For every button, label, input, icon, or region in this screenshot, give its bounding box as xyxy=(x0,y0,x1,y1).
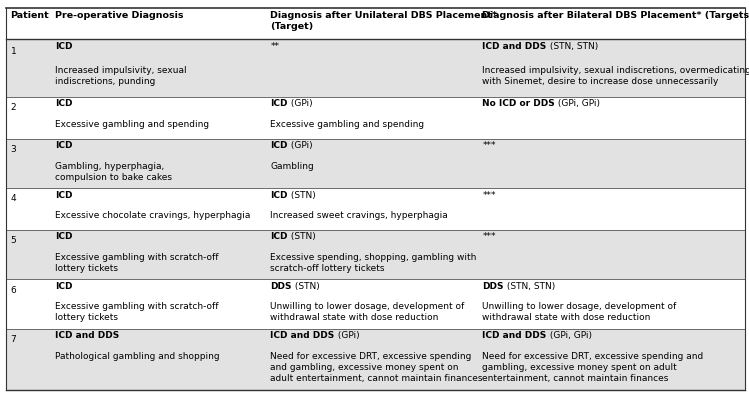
Text: (GPi): (GPi) xyxy=(288,100,312,108)
Text: Pre-operative Diagnosis: Pre-operative Diagnosis xyxy=(55,11,184,20)
Text: Patient: Patient xyxy=(10,11,49,20)
Text: Need for excessive DRT, excessive spending
and gambling, excessive money spent o: Need for excessive DRT, excessive spendi… xyxy=(270,351,483,383)
Text: Excessive gambling and spending: Excessive gambling and spending xyxy=(270,120,425,129)
Text: ICD: ICD xyxy=(55,191,73,200)
Text: 1: 1 xyxy=(10,47,16,56)
Text: ICD and DDS: ICD and DDS xyxy=(482,331,547,340)
Text: DDS: DDS xyxy=(270,282,292,291)
Text: ***: *** xyxy=(482,191,496,200)
Text: Pathological gambling and shopping: Pathological gambling and shopping xyxy=(55,351,220,361)
Text: Increased impulsivity, sexual
indiscretions, punding: Increased impulsivity, sexual indiscreti… xyxy=(55,66,187,86)
Text: ***: *** xyxy=(482,232,496,242)
Text: (GPi): (GPi) xyxy=(288,141,312,151)
Text: Diagnosis after Bilateral DBS Placement* (Targets): Diagnosis after Bilateral DBS Placement*… xyxy=(482,11,749,20)
Text: No ICD or DDS: No ICD or DDS xyxy=(482,100,555,108)
Text: (STN): (STN) xyxy=(288,232,315,242)
Text: ICD: ICD xyxy=(270,232,288,242)
Text: (STN): (STN) xyxy=(292,282,320,291)
Text: (GPi, GPi): (GPi, GPi) xyxy=(555,100,600,108)
Text: ICD: ICD xyxy=(270,191,288,200)
Text: 2: 2 xyxy=(10,103,16,112)
Text: Excessive chocolate cravings, hyperphagia: Excessive chocolate cravings, hyperphagi… xyxy=(55,211,251,220)
Text: Gambling, hyperphagia,
compulsion to bake cakes: Gambling, hyperphagia, compulsion to bak… xyxy=(55,162,172,182)
Text: Excessive gambling with scratch-off
lottery tickets: Excessive gambling with scratch-off lott… xyxy=(55,302,219,322)
Text: ICD and DDS: ICD and DDS xyxy=(55,331,120,340)
Text: ICD: ICD xyxy=(55,42,73,51)
Text: ICD and DDS: ICD and DDS xyxy=(270,331,335,340)
Text: 7: 7 xyxy=(10,335,16,344)
Bar xyxy=(6,39,745,97)
Text: Gambling: Gambling xyxy=(270,162,314,171)
Text: (STN): (STN) xyxy=(288,191,315,200)
Text: (STN, STN): (STN, STN) xyxy=(547,42,598,51)
Text: ICD: ICD xyxy=(270,100,288,108)
Text: (GPi, GPi): (GPi, GPi) xyxy=(547,331,592,340)
Bar xyxy=(6,279,745,329)
Text: ICD: ICD xyxy=(55,100,73,108)
Text: Increased impulsivity, sexual indiscretions, overmedicating
with Sinemet, desire: Increased impulsivity, sexual indiscreti… xyxy=(482,66,749,86)
Bar xyxy=(6,8,745,39)
Bar xyxy=(6,139,745,188)
Text: ICD: ICD xyxy=(270,141,288,151)
Text: 5: 5 xyxy=(10,236,16,245)
Text: 4: 4 xyxy=(10,195,16,203)
Text: (GPi): (GPi) xyxy=(335,331,360,340)
Bar xyxy=(6,230,745,279)
Text: Need for excessive DRT, excessive spending and
gambling, excessive money spent o: Need for excessive DRT, excessive spendi… xyxy=(482,351,703,383)
Bar xyxy=(6,188,745,230)
Text: Excessive spending, shopping, gambling with
scratch-off lottery tickets: Excessive spending, shopping, gambling w… xyxy=(270,253,477,273)
Text: ***: *** xyxy=(482,141,496,151)
Bar xyxy=(6,329,745,390)
Text: 6: 6 xyxy=(10,286,16,295)
Text: Excessive gambling with scratch-off
lottery tickets: Excessive gambling with scratch-off lott… xyxy=(55,253,219,273)
Text: ICD: ICD xyxy=(55,282,73,291)
Text: ICD: ICD xyxy=(55,232,73,242)
Text: 3: 3 xyxy=(10,145,16,154)
Text: Unwilling to lower dosage, development of
withdrawal state with dose reduction: Unwilling to lower dosage, development o… xyxy=(270,302,464,322)
Bar xyxy=(6,97,745,139)
Text: Increased sweet cravings, hyperphagia: Increased sweet cravings, hyperphagia xyxy=(270,211,448,220)
Text: Unwilling to lower dosage, development of
withdrawal state with dose reduction: Unwilling to lower dosage, development o… xyxy=(482,302,676,322)
Text: (STN, STN): (STN, STN) xyxy=(504,282,555,291)
Text: DDS: DDS xyxy=(482,282,504,291)
Text: ICD and DDS: ICD and DDS xyxy=(482,42,547,51)
Text: ICD: ICD xyxy=(55,141,73,151)
Text: Excessive gambling and spending: Excessive gambling and spending xyxy=(55,120,210,129)
Text: **: ** xyxy=(270,42,279,51)
Text: Diagnosis after Unilateral DBS Placement*
(Target): Diagnosis after Unilateral DBS Placement… xyxy=(270,11,497,31)
